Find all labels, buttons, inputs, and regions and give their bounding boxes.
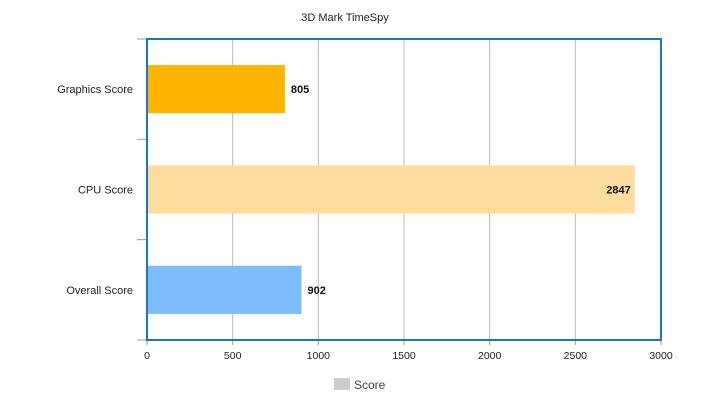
bars (147, 65, 635, 314)
x-tick-label: 0 (144, 350, 150, 362)
category-label: CPU Score (78, 185, 133, 197)
bar (147, 65, 285, 114)
x-tick-label: 2500 (564, 350, 588, 362)
category-label: Overall Score (66, 285, 133, 297)
data-labels: 805 2847 902 (291, 84, 631, 297)
data-label: 2847 (606, 185, 630, 197)
x-tick-label: 500 (224, 350, 242, 362)
bar (147, 265, 302, 314)
category-label: Graphics Score (57, 84, 133, 96)
bar (147, 165, 635, 214)
legend-swatch (334, 378, 350, 390)
plot-frame (146, 38, 662, 341)
x-tick-labels: 0 500 1000 1500 2000 2500 3000 (144, 350, 673, 362)
x-tick-label: 1500 (392, 350, 416, 362)
x-tick-label: 1000 (307, 350, 331, 362)
legend-label: Score (354, 378, 386, 392)
category-labels: Graphics Score CPU Score Overall Score (57, 84, 133, 297)
data-label: 902 (308, 285, 326, 297)
x-tick-label: 2000 (478, 350, 502, 362)
x-tick-label: 3000 (649, 350, 673, 362)
data-label: 805 (291, 84, 309, 96)
legend: Score (334, 378, 386, 392)
chart-title: 3D Mark TimeSpy (301, 12, 389, 24)
y-axis-ticks (137, 38, 147, 341)
